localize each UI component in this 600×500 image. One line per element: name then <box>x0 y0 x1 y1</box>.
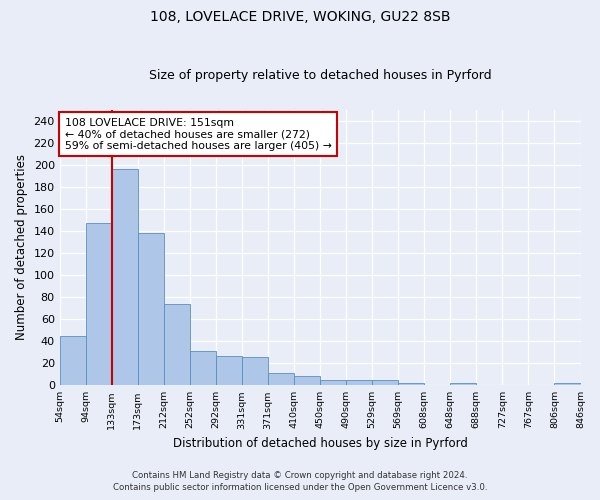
Bar <box>112 169 138 386</box>
Text: 108, LOVELACE DRIVE, WOKING, GU22 8SB: 108, LOVELACE DRIVE, WOKING, GU22 8SB <box>150 10 450 24</box>
Bar <box>372 380 398 386</box>
Text: Contains HM Land Registry data © Crown copyright and database right 2024.
Contai: Contains HM Land Registry data © Crown c… <box>113 471 487 492</box>
Bar <box>242 356 268 386</box>
Bar <box>450 383 476 386</box>
Text: 108 LOVELACE DRIVE: 151sqm
← 40% of detached houses are smaller (272)
59% of sem: 108 LOVELACE DRIVE: 151sqm ← 40% of deta… <box>65 118 332 151</box>
Bar <box>190 351 216 386</box>
Bar <box>164 304 190 386</box>
Bar <box>138 233 164 386</box>
Title: Size of property relative to detached houses in Pyrford: Size of property relative to detached ho… <box>149 69 491 82</box>
Bar <box>294 376 320 386</box>
Bar <box>59 336 86 386</box>
Y-axis label: Number of detached properties: Number of detached properties <box>15 154 28 340</box>
Bar <box>554 383 581 386</box>
Bar <box>268 373 294 386</box>
X-axis label: Distribution of detached houses by size in Pyrford: Distribution of detached houses by size … <box>173 437 467 450</box>
Bar <box>346 380 372 386</box>
Bar <box>216 356 242 386</box>
Bar <box>86 223 112 386</box>
Bar <box>398 383 424 386</box>
Bar <box>320 380 346 386</box>
